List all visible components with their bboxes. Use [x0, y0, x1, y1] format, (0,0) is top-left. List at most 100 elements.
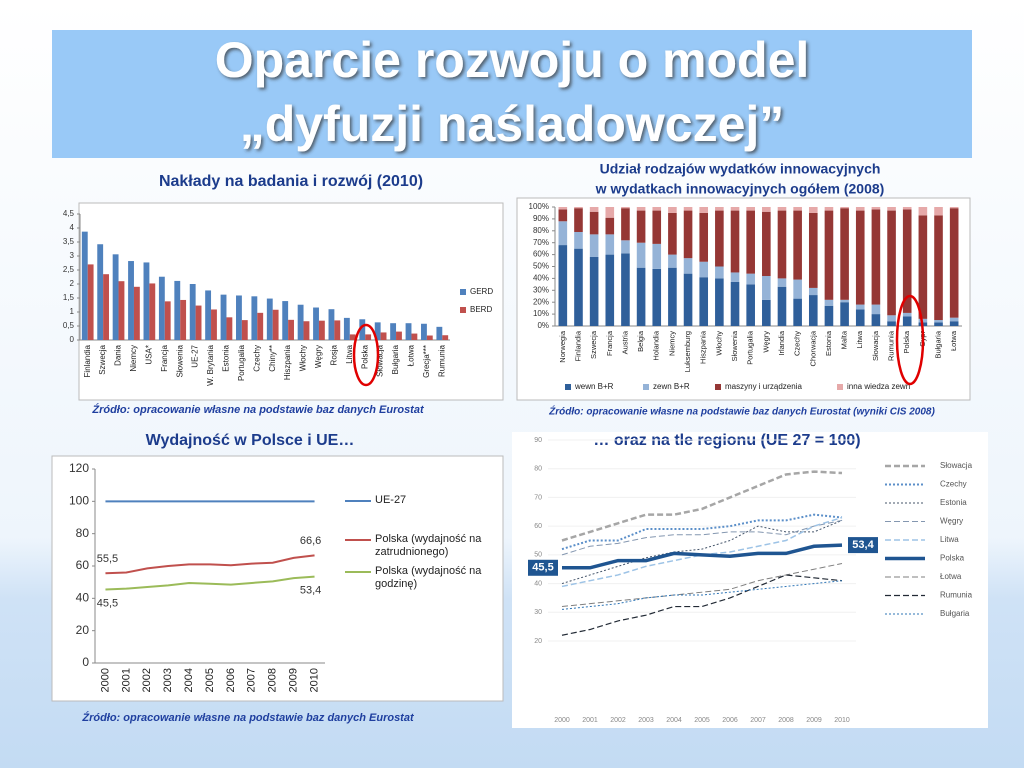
x-tick-label: Łotwa [949, 330, 958, 351]
value-label: 55,5 [97, 553, 118, 565]
bar-segment [762, 207, 771, 212]
y-tick-label: 1,5 [63, 293, 75, 302]
bar [112, 254, 119, 340]
bar [318, 320, 325, 340]
bar [349, 334, 356, 340]
bar-segment [793, 210, 802, 280]
legend-swatch [643, 384, 649, 390]
x-tick-label: Łotwa [407, 344, 416, 366]
bar-segment [949, 321, 959, 326]
bar-segment [574, 248, 583, 326]
bar-segment [699, 212, 709, 262]
bar [343, 317, 350, 340]
bar [226, 317, 233, 340]
bar [189, 284, 196, 340]
x-tick-label: 2008 [778, 717, 794, 724]
bar-segment [840, 207, 849, 209]
x-tick-label: Włochy [299, 345, 308, 371]
legend-swatch [565, 384, 571, 390]
x-tick-label: Austria [620, 330, 629, 354]
bar [313, 307, 319, 340]
bar-segment [746, 284, 755, 326]
bar-segment [636, 267, 646, 326]
bar [87, 264, 94, 340]
y-tick-label: 30% [533, 285, 549, 294]
x-tick-label: Węgry [314, 345, 323, 368]
y-tick-label: 2,5 [63, 265, 75, 274]
y-tick-label: 4,5 [63, 209, 75, 218]
bar [359, 319, 366, 340]
highlight-circle [895, 294, 925, 386]
bar [303, 321, 310, 340]
bar [195, 305, 202, 340]
bar [251, 296, 258, 340]
bar-segment [652, 268, 662, 326]
bar [297, 304, 304, 340]
y-tick-label: 10% [533, 309, 549, 318]
y-tick-label: 20% [533, 297, 549, 306]
bar-segment [871, 209, 881, 305]
legend-label: inna wiedza zewn [847, 382, 910, 391]
line-series [561, 562, 843, 608]
bar-segment [762, 299, 771, 326]
x-tick-label: Polska [360, 344, 369, 369]
y-tick-label: 60 [76, 558, 90, 572]
line-series [105, 575, 315, 591]
y-tick-label: 120 [69, 461, 89, 475]
bar-segment [746, 273, 755, 285]
y-tick-label: 70 [534, 494, 542, 501]
x-tick-label: 2001 [120, 668, 132, 692]
value-label: 53,4 [852, 539, 874, 551]
bar [103, 274, 109, 340]
bar-segment [840, 302, 849, 326]
y-tick-label: 80 [534, 466, 542, 473]
x-tick-label: 2005 [204, 668, 216, 692]
bar [374, 322, 381, 340]
bar-segment [902, 209, 912, 313]
bar [334, 320, 341, 340]
y-tick-label: 80 [76, 526, 90, 540]
legend-label: Łotwa [940, 572, 962, 581]
bar-segment [730, 207, 740, 211]
bar-segment [777, 278, 787, 287]
bar [211, 309, 217, 340]
legend-label: Polska (wydajność na zatrudnionego) [375, 533, 482, 558]
legend-swatch [460, 307, 466, 313]
x-tick-label: Estonia [222, 344, 231, 371]
legend-label-box: UE-27 [375, 494, 406, 506]
bar [180, 299, 187, 340]
bar-segment [636, 210, 646, 243]
bar-segment [855, 207, 865, 211]
bar-segment [621, 207, 630, 209]
bar-segment [683, 210, 693, 259]
bar [149, 283, 156, 340]
bar [328, 309, 335, 340]
bar-segment [824, 210, 834, 300]
y-tick-label: 20 [534, 638, 542, 645]
line-series [561, 519, 843, 585]
bar-segment [746, 210, 755, 274]
y-tick-label: 100 [69, 494, 89, 508]
x-tick-label: Holandia [652, 330, 661, 360]
bar-segment [652, 207, 662, 211]
x-tick-label: Szwecja [589, 330, 598, 359]
bar-segment [621, 253, 630, 326]
legend-swatch [715, 384, 721, 390]
bar-segment [589, 207, 599, 212]
bar [288, 319, 294, 340]
bar-segment [808, 287, 818, 296]
bar-segment [808, 207, 818, 213]
y-tick-label: 30 [534, 609, 542, 616]
x-tick-label: Bułgaria [934, 330, 943, 358]
bar [220, 294, 227, 340]
bar [97, 244, 104, 340]
bar-segment [574, 207, 583, 209]
legend-label: Polska [940, 554, 965, 563]
legend-label: Rumunia [940, 591, 973, 600]
y-tick-label: 80% [533, 226, 549, 235]
bar [257, 312, 264, 340]
bar [158, 276, 165, 340]
value-label-box [528, 559, 558, 576]
bar-segment [668, 207, 677, 213]
x-tick-label: Malta [840, 330, 849, 349]
